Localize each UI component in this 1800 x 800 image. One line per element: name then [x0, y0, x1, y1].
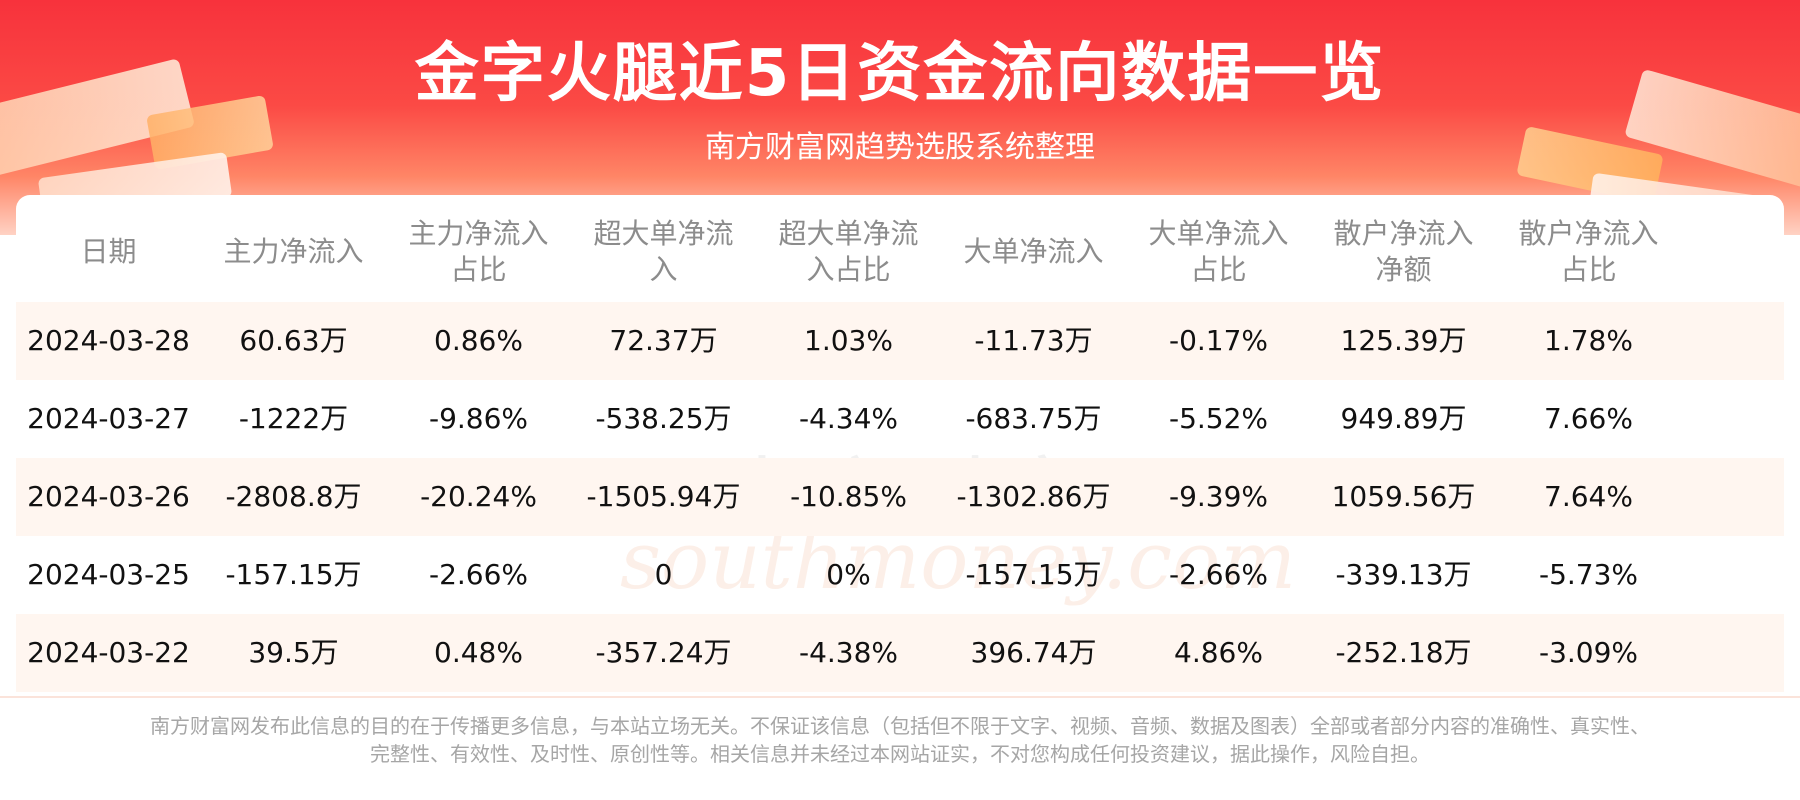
- disclaimer: 南方财富网发布此信息的目的在于传播更多信息，与本站立场无关。不保证该信息（包括但…: [40, 712, 1760, 768]
- cell-large-ratio: -5.52%: [1168, 402, 1269, 435]
- cell-main-ratio: -9.86%: [428, 402, 529, 435]
- cell-large-ratio: 4.86%: [1174, 636, 1263, 669]
- cell-main-ratio: 0.86%: [434, 324, 523, 357]
- cell-xl-inflow: -538.25万: [595, 402, 732, 435]
- table-header: 日期 主力净流入 主力净流入 占比 超大单净流 入 超大单净流 入占比 大单净流…: [16, 204, 1784, 300]
- table-row: 2024-03-26 -2808.8万 -20.24% -1505.94万 -1…: [16, 458, 1784, 536]
- cell-retail-net: 949.89万: [1340, 402, 1467, 435]
- cell-xl-ratio: -4.38%: [798, 636, 899, 669]
- table-row: 2024-03-22 39.5万 0.48% -357.24万 -4.38% 3…: [16, 614, 1784, 692]
- cell-main-inflow: -1222万: [238, 402, 349, 435]
- cell-large-inflow: -683.75万: [965, 402, 1102, 435]
- cell-retail-ratio: 7.64%: [1544, 480, 1633, 513]
- page-title: 金字火腿近5日资金流向数据一览: [414, 37, 1386, 111]
- table-row: 2024-03-27 -1222万 -9.86% -538.25万 -4.34%…: [16, 380, 1784, 458]
- cell-large-inflow: -11.73万: [974, 324, 1093, 357]
- cell-large-inflow: -157.15万: [965, 558, 1102, 591]
- cell-main-inflow: -2808.8万: [225, 480, 362, 513]
- col-header-main-ratio: 主力净流入 占比: [408, 217, 549, 286]
- cell-xl-ratio: -4.34%: [798, 402, 899, 435]
- col-header-retail-ratio: 散户净流入 占比: [1518, 217, 1659, 286]
- cell-retail-net: 1059.56万: [1331, 480, 1476, 513]
- cell-large-ratio: -0.17%: [1168, 324, 1269, 357]
- cell-retail-ratio: -5.73%: [1538, 558, 1639, 591]
- cell-date: 2024-03-22: [27, 636, 190, 669]
- col-header-date: 日期: [80, 235, 137, 268]
- disclaimer-line: 南方财富网发布此信息的目的在于传播更多信息，与本站立场无关。不保证该信息（包括但…: [150, 714, 1650, 738]
- cell-retail-ratio: 1.78%: [1544, 324, 1633, 357]
- col-header-retail-net: 散户净流入 净额: [1333, 217, 1474, 286]
- table-card: [16, 195, 1784, 695]
- cell-xl-inflow: -1505.94万: [586, 480, 741, 513]
- cell-xl-inflow: 0: [654, 558, 673, 591]
- cell-large-ratio: -2.66%: [1168, 558, 1269, 591]
- cell-xl-inflow: 72.37万: [609, 324, 718, 357]
- table-row: 2024-03-25 -157.15万 -2.66% 0 0% -157.15万…: [16, 536, 1784, 614]
- cell-xl-ratio: 1.03%: [804, 324, 893, 357]
- cell-main-ratio: -2.66%: [428, 558, 529, 591]
- cell-main-inflow: 39.5万: [248, 636, 339, 669]
- table-row: 2024-03-28 60.63万 0.86% 72.37万 1.03% -11…: [16, 302, 1784, 380]
- cell-date: 2024-03-26: [27, 480, 190, 513]
- cell-main-inflow: -157.15万: [225, 558, 362, 591]
- cell-xl-inflow: -357.24万: [595, 636, 732, 669]
- col-header-xl-ratio: 超大单净流 入占比: [778, 217, 919, 286]
- cell-date: 2024-03-25: [27, 558, 190, 591]
- cell-main-inflow: 60.63万: [239, 324, 348, 357]
- col-header-xl-inflow: 超大单净流 入: [593, 217, 734, 286]
- cell-xl-ratio: 0%: [826, 558, 871, 591]
- cell-retail-net: -252.18万: [1335, 636, 1472, 669]
- cell-retail-ratio: -3.09%: [1538, 636, 1639, 669]
- cell-retail-ratio: 7.66%: [1544, 402, 1633, 435]
- col-header-large-inflow: 大单净流入: [963, 235, 1104, 268]
- cell-retail-net: -339.13万: [1335, 558, 1472, 591]
- cell-date: 2024-03-27: [27, 402, 190, 435]
- cell-xl-ratio: -10.85%: [790, 480, 907, 513]
- cell-main-ratio: -20.24%: [420, 480, 537, 513]
- cell-large-inflow: -1302.86万: [956, 480, 1111, 513]
- cell-large-ratio: -9.39%: [1168, 480, 1269, 513]
- cell-large-inflow: 396.74万: [970, 636, 1097, 669]
- cell-main-ratio: 0.48%: [434, 636, 523, 669]
- col-header-main-inflow: 主力净流入: [223, 235, 364, 268]
- cell-date: 2024-03-28: [27, 324, 190, 357]
- disclaimer-line: 完整性、有效性、及时性、原创性等。相关信息并未经过本网站证实，不对您构成任何投资…: [370, 742, 1430, 766]
- page-subtitle: 南方财富网趋势选股系统整理: [705, 130, 1095, 165]
- col-header-large-ratio: 大单净流入 占比: [1148, 217, 1289, 286]
- cell-retail-net: 125.39万: [1340, 324, 1467, 357]
- footer-divider: [0, 696, 1800, 698]
